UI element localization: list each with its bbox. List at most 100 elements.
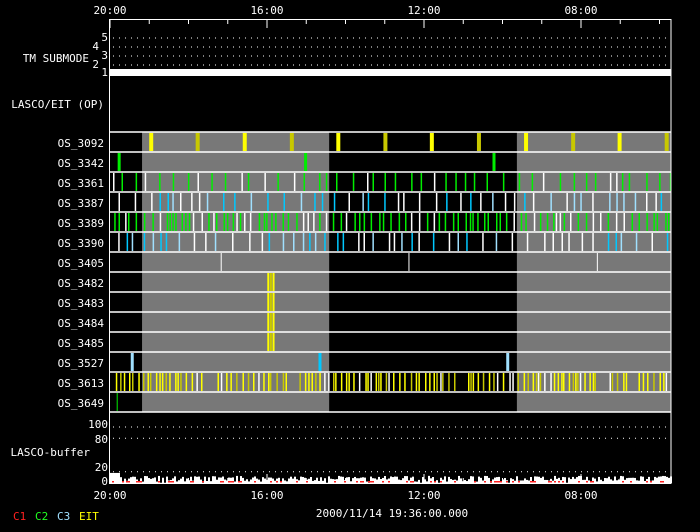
buffer-bar (332, 479, 334, 483)
event-mark (282, 373, 285, 391)
event-mark (631, 213, 633, 231)
buffer-bar (132, 476, 134, 483)
event-mark (165, 373, 167, 391)
buffer-bar (346, 477, 348, 483)
event-mark (342, 233, 345, 251)
buffer-bar (426, 481, 428, 483)
buffer-bar (172, 478, 174, 483)
buffer-bar (230, 477, 232, 483)
event-mark (175, 373, 177, 391)
buffer-bar (394, 476, 396, 483)
event-mark (250, 193, 253, 211)
buffer-bar (540, 477, 542, 483)
event-mark (276, 373, 278, 391)
buffer-bar (440, 477, 442, 483)
event-mark (546, 213, 549, 231)
event-mark (442, 373, 444, 391)
event-mark (457, 213, 459, 231)
event-mark (144, 173, 147, 191)
event-mark (426, 213, 429, 231)
buffer-bar (418, 479, 420, 483)
buffer-bar (400, 480, 402, 483)
buffer-bar (412, 476, 414, 483)
event-mark (336, 133, 341, 151)
event-mark (607, 213, 610, 231)
event-mark (460, 193, 462, 211)
buffer-c1-mark (578, 481, 580, 483)
buffer-bar (602, 481, 604, 483)
buffer-bar (612, 480, 614, 483)
event-mark (620, 233, 623, 251)
buffer-bar (534, 476, 536, 483)
event-mark (454, 373, 456, 391)
buffer-bar (388, 478, 390, 483)
event-mark (584, 373, 586, 391)
buffer-bar (618, 479, 620, 483)
event-mark (436, 373, 438, 391)
event-mark (616, 173, 618, 191)
event-mark (303, 173, 305, 191)
event-mark (201, 373, 203, 391)
buffer-bar (498, 476, 500, 483)
event-mark (518, 173, 521, 191)
buffer-bar (620, 475, 622, 483)
event-mark (592, 213, 595, 231)
buffer-bar (194, 476, 196, 483)
buffer-bar (120, 477, 122, 483)
buffer-c1-mark (496, 481, 498, 483)
event-mark (559, 213, 562, 231)
event-mark (665, 373, 668, 391)
event-mark (537, 373, 540, 391)
event-mark (502, 173, 505, 191)
buffer-bar (130, 477, 132, 483)
event-mark (365, 373, 367, 391)
event-mark (247, 373, 250, 391)
event-mark (370, 213, 373, 231)
event-mark (282, 213, 284, 231)
event-mark (205, 233, 207, 251)
buffer-bar (616, 480, 618, 483)
buffer-bar (626, 478, 628, 483)
event-mark (272, 313, 275, 331)
buffer-bar (636, 480, 638, 483)
buffer-c1-mark (170, 481, 172, 483)
event-mark (418, 193, 421, 211)
buffer-bar (530, 477, 532, 483)
buffer-bar (522, 480, 524, 483)
buffer-bar (582, 479, 584, 483)
buffer-bar (228, 477, 230, 483)
event-mark (169, 373, 171, 391)
buffer-bar (352, 478, 354, 483)
buffer-plot: 100 80 200 (88, 418, 672, 488)
buffer-c1-mark (356, 481, 358, 483)
event-mark (448, 233, 451, 251)
event-mark (592, 373, 595, 391)
buffer-bar (632, 477, 634, 483)
buffer-bar (536, 476, 538, 483)
event-mark (319, 173, 321, 191)
event-mark (345, 213, 348, 231)
event-mark (634, 193, 637, 211)
event-mark (239, 213, 242, 231)
buffer-bar (174, 476, 176, 483)
event-mark (429, 133, 434, 151)
event-mark (359, 213, 361, 231)
event-mark (660, 193, 663, 211)
event-mark (429, 373, 431, 391)
buffer-bar (360, 477, 362, 483)
event-mark (465, 213, 467, 231)
buffer-bar (318, 480, 320, 483)
buffer-c1-mark (362, 481, 364, 483)
event-mark (358, 233, 360, 251)
buffer-bar (358, 478, 360, 483)
event-mark (340, 373, 343, 391)
buffer-bar (628, 477, 630, 483)
event-mark (152, 213, 154, 231)
event-mark (628, 173, 631, 191)
event-mark (524, 193, 526, 211)
event-mark (617, 133, 622, 151)
event-mark (438, 213, 441, 231)
buffer-c1-mark (296, 481, 298, 483)
event-mark (249, 213, 252, 231)
buffer-bar (182, 476, 184, 483)
